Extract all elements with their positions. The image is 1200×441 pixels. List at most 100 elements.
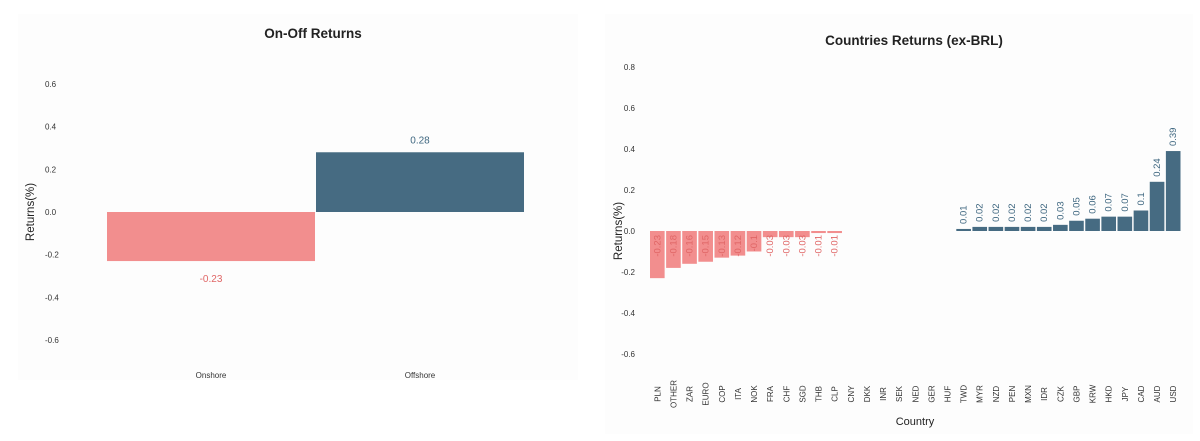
data-label: 0.05 — [1071, 197, 1082, 216]
data-label: -0.12 — [733, 235, 744, 257]
x-tick-label: COP — [718, 385, 727, 402]
data-label: -0.1 — [749, 235, 760, 251]
data-label: -0.03 — [781, 235, 792, 257]
y-tick-label: 0.2 — [624, 186, 636, 195]
on-off-returns-chart: On-Off Returns Returns(%) -0.6 -0.4 -0.2 0.… — [18, 14, 578, 380]
x-tick-label: JPY — [1121, 386, 1130, 401]
bar-cop — [714, 231, 730, 258]
y-tick-label: -0.4 — [621, 309, 635, 318]
on-off-returns-svg: On-Off Returns Returns(%) -0.6 -0.4 -0.2 0.… — [25, 26, 524, 380]
data-label: -0.03 — [797, 235, 808, 257]
y-tick-label: -0.6 — [45, 336, 59, 345]
bar-offshore — [316, 152, 524, 212]
bar-krw — [1085, 218, 1100, 231]
data-label: 0.1 — [1136, 192, 1147, 205]
data-label: 0.02 — [1007, 203, 1018, 222]
bar-chf — [778, 231, 794, 238]
bar-gbp — [1069, 220, 1084, 231]
x-tick-label: TWD — [960, 385, 969, 403]
y-tick-label: 0.6 — [624, 104, 636, 113]
data-label: 0.02 — [975, 203, 986, 222]
x-tick-label: THB — [815, 386, 824, 402]
y-tick-label: 0.0 — [624, 227, 636, 236]
x-tick-label: SEK — [895, 385, 904, 402]
x-tick-label: NED — [911, 385, 920, 402]
x-tick-label: GER — [927, 385, 936, 403]
data-label: 0.02 — [1023, 203, 1034, 222]
bar-pln — [650, 231, 665, 279]
countries-returns-chart: Countries Returns (ex-BRL) Returns(%) Co… — [605, 14, 1193, 434]
y-tick-label: -0.2 — [45, 251, 59, 260]
x-tick-label: NZD — [992, 386, 1001, 403]
bar-nzd — [988, 226, 1004, 231]
x-tick-label: IDR — [1040, 387, 1049, 401]
bar-euro — [698, 231, 713, 262]
bar-aud — [1149, 181, 1165, 231]
x-tick-label: PLN — [653, 386, 662, 402]
y-tick-label: 0.0 — [45, 208, 57, 217]
bar-jpy — [1117, 216, 1133, 231]
bar-usd — [1165, 151, 1181, 231]
bar-myr — [972, 226, 988, 231]
x-tick-label: CAD — [1137, 385, 1146, 402]
x-tick-label: HUF — [943, 386, 952, 403]
bar-twd — [956, 228, 971, 231]
bar-czk — [1053, 224, 1068, 231]
countries-returns-svg: Countries Returns (ex-BRL) Returns(%) Co… — [613, 33, 1181, 428]
y-axis-label: Returns(%) — [613, 202, 625, 260]
x-axis-label: Country — [896, 416, 935, 428]
bar-onshore — [107, 212, 315, 262]
bar-idr — [1036, 226, 1052, 231]
data-label: -0.23 — [200, 274, 223, 285]
data-label: 0.02 — [991, 203, 1002, 222]
y-tick-label: 0.4 — [45, 123, 57, 132]
y-tick-label: 0.4 — [624, 145, 636, 154]
data-label: 0.02 — [1039, 203, 1050, 222]
x-tick-label: CZK — [1056, 385, 1065, 402]
x-tick-label: EURO — [702, 382, 711, 405]
y-axis-label: Returns(%) — [25, 183, 37, 241]
bar-thb — [811, 231, 826, 234]
x-tick-label: MYR — [976, 385, 985, 403]
data-label: 0.01 — [959, 205, 970, 224]
x-tick-label: PEN — [1008, 386, 1017, 403]
x-tick-label: ZAR — [686, 386, 695, 402]
x-tick-label: ITA — [734, 387, 743, 400]
data-label: 0.06 — [1088, 195, 1099, 214]
x-tick-label: MXN — [1024, 385, 1033, 403]
y-tick-label: 0.8 — [624, 63, 636, 72]
x-tick-label: HKD — [1105, 385, 1114, 402]
x-tick-label: Onshore — [196, 371, 227, 380]
bar-ita — [730, 231, 746, 256]
x-tick-label: KRW — [1089, 384, 1098, 403]
data-label: 0.39 — [1168, 128, 1179, 147]
data-label: 0.28 — [410, 135, 430, 146]
x-tick-label: SGD — [798, 385, 807, 403]
x-tick-label: Offshore — [405, 371, 436, 380]
bar-fra — [762, 231, 778, 238]
y-tick-label: -0.2 — [621, 268, 635, 277]
data-label: -0.13 — [717, 235, 728, 257]
data-label: -0.03 — [765, 235, 776, 257]
data-label: 0.07 — [1104, 193, 1115, 212]
data-label: -0.01 — [814, 235, 825, 257]
x-tick-label: CNY — [847, 385, 856, 403]
bar-clp — [827, 231, 842, 234]
x-tick-label: AUD — [1153, 385, 1162, 402]
x-tick-label: NOK — [750, 385, 759, 403]
data-label: -0.16 — [685, 235, 696, 257]
bar-sgd — [795, 231, 810, 238]
x-tick-label: INR — [879, 387, 888, 401]
y-tick-label: -0.4 — [45, 293, 59, 302]
y-tick-label: 0.6 — [45, 80, 57, 89]
data-label: -0.23 — [652, 235, 663, 257]
data-label: -0.01 — [830, 235, 841, 257]
chart-title: On-Off Returns — [264, 26, 362, 41]
x-tick-label: CHF — [782, 386, 791, 403]
bar-mxn — [1020, 226, 1036, 231]
data-label: -0.18 — [668, 235, 679, 257]
bar-pen — [1004, 226, 1020, 231]
y-tick-label: 0.2 — [45, 165, 57, 174]
x-tick-label: DKK — [863, 385, 872, 402]
bar-other — [666, 231, 681, 268]
